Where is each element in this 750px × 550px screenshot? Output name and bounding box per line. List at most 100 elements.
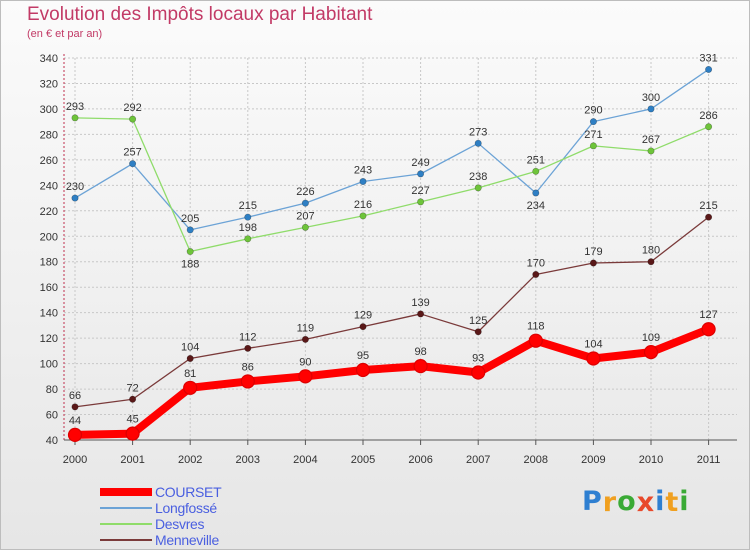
data-label-desvres: 198 bbox=[239, 222, 257, 234]
x-tick-label: 2003 bbox=[236, 454, 260, 466]
y-tick-label: 80 bbox=[46, 384, 58, 396]
data-point-courset bbox=[586, 351, 601, 366]
y-tick-label: 320 bbox=[40, 78, 58, 90]
data-point-menneville bbox=[301, 335, 309, 343]
data-point-courset bbox=[701, 322, 716, 337]
data-label-longfosse: 273 bbox=[469, 126, 487, 138]
data-label-courset: 45 bbox=[126, 414, 138, 426]
data-label-desvres: 292 bbox=[123, 102, 141, 114]
data-point-longfosse bbox=[244, 213, 252, 221]
series-line-desvres bbox=[74, 117, 710, 253]
data-point-desvres bbox=[474, 184, 482, 192]
data-label-menneville: 129 bbox=[354, 310, 372, 322]
legend-swatch-longfosse bbox=[100, 507, 152, 509]
x-tick-label: 2008 bbox=[524, 454, 548, 466]
data-point-longfosse bbox=[359, 178, 367, 186]
data-point-longfosse bbox=[705, 65, 713, 73]
data-point-courset bbox=[413, 359, 428, 374]
data-label-menneville: 170 bbox=[527, 257, 545, 269]
data-label-desvres: 271 bbox=[584, 129, 602, 141]
data-label-courset: 95 bbox=[357, 350, 369, 362]
data-label-menneville: 215 bbox=[699, 200, 717, 212]
data-point-courset bbox=[528, 333, 543, 348]
data-point-desvres bbox=[71, 114, 79, 122]
x-tick-label: 2005 bbox=[351, 454, 375, 466]
data-label-menneville: 104 bbox=[181, 342, 199, 354]
data-label-courset: 127 bbox=[699, 309, 717, 321]
grid-lines bbox=[64, 57, 737, 441]
legend-label-longfosse: Longfossé bbox=[155, 500, 217, 516]
data-label-longfosse: 331 bbox=[699, 52, 717, 64]
data-point-menneville bbox=[71, 403, 79, 411]
data-label-menneville: 72 bbox=[126, 382, 138, 394]
data-point-menneville bbox=[186, 355, 194, 363]
y-tick-label: 100 bbox=[40, 359, 58, 371]
y-tick-label: 220 bbox=[40, 206, 58, 218]
y-tick-label: 200 bbox=[40, 231, 58, 243]
data-point-courset bbox=[125, 426, 140, 441]
data-label-courset: 81 bbox=[184, 368, 196, 380]
data-point-menneville bbox=[589, 259, 597, 267]
data-point-menneville bbox=[474, 328, 482, 336]
data-label-longfosse: 300 bbox=[642, 92, 660, 104]
data-label-courset: 98 bbox=[414, 346, 426, 358]
logo-letter: x bbox=[636, 487, 656, 518]
data-point-desvres bbox=[705, 123, 713, 131]
data-point-desvres bbox=[301, 223, 309, 231]
data-point-longfosse bbox=[301, 199, 309, 207]
legend-item-longfosse: Longfossé bbox=[100, 500, 221, 516]
legend: COURSET Longfossé Desvres Menneville bbox=[100, 484, 222, 548]
y-tick-label: 340 bbox=[40, 53, 58, 65]
legend-swatch-courset bbox=[100, 488, 152, 496]
series-lines bbox=[67, 65, 716, 443]
data-label-courset: 104 bbox=[584, 339, 602, 351]
data-point-menneville bbox=[647, 258, 655, 266]
data-label-menneville: 139 bbox=[411, 297, 429, 309]
data-point-courset bbox=[298, 369, 313, 384]
legend-label-menneville: Menneville bbox=[155, 532, 219, 548]
legend-swatch-desvres bbox=[100, 523, 152, 525]
data-point-menneville bbox=[129, 395, 137, 403]
data-label-desvres: 251 bbox=[527, 154, 545, 166]
legend-item-desvres: Desvres bbox=[100, 516, 221, 532]
data-point-longfosse bbox=[186, 226, 194, 234]
proxiti-logo: Proxiti bbox=[582, 486, 690, 518]
data-point-menneville bbox=[417, 310, 425, 318]
data-label-desvres: 207 bbox=[296, 210, 314, 222]
logo-letter: i bbox=[655, 486, 666, 517]
data-label-menneville: 112 bbox=[239, 331, 257, 343]
x-tick-label: 2002 bbox=[178, 454, 202, 466]
series-line-menneville bbox=[74, 216, 710, 408]
data-label-longfosse: 290 bbox=[584, 105, 602, 117]
logo-letter: P bbox=[582, 486, 603, 517]
data-label-desvres: 286 bbox=[699, 110, 717, 122]
data-point-menneville bbox=[359, 323, 367, 331]
data-point-desvres bbox=[244, 235, 252, 243]
data-point-desvres bbox=[589, 142, 597, 150]
y-tick-label: 160 bbox=[40, 282, 58, 294]
y-tick-label: 60 bbox=[46, 410, 58, 422]
data-label-menneville: 125 bbox=[469, 315, 487, 327]
data-point-desvres bbox=[647, 147, 655, 155]
data-label-longfosse: 243 bbox=[354, 165, 372, 177]
legend-swatch-menneville bbox=[100, 539, 152, 541]
data-point-longfosse bbox=[474, 139, 482, 147]
y-tick-label: 240 bbox=[40, 180, 58, 192]
data-point-desvres bbox=[532, 167, 540, 175]
data-point-courset bbox=[643, 345, 659, 360]
data-point-longfosse bbox=[71, 194, 79, 202]
x-tick-label: 2010 bbox=[639, 454, 663, 466]
logo-letter: i bbox=[679, 486, 690, 517]
legend-label-courset: COURSET bbox=[155, 484, 222, 500]
data-point-longfosse bbox=[532, 189, 540, 197]
data-point-desvres bbox=[129, 115, 137, 123]
x-tick-label: 2007 bbox=[466, 454, 490, 466]
y-tick-label: 180 bbox=[40, 257, 58, 269]
data-point-longfosse bbox=[647, 105, 655, 113]
data-label-desvres: 238 bbox=[469, 171, 487, 183]
y-tick-label: 280 bbox=[40, 129, 58, 141]
data-label-desvres: 267 bbox=[642, 134, 660, 146]
data-point-courset bbox=[471, 365, 486, 380]
data-label-courset: 90 bbox=[299, 356, 311, 368]
